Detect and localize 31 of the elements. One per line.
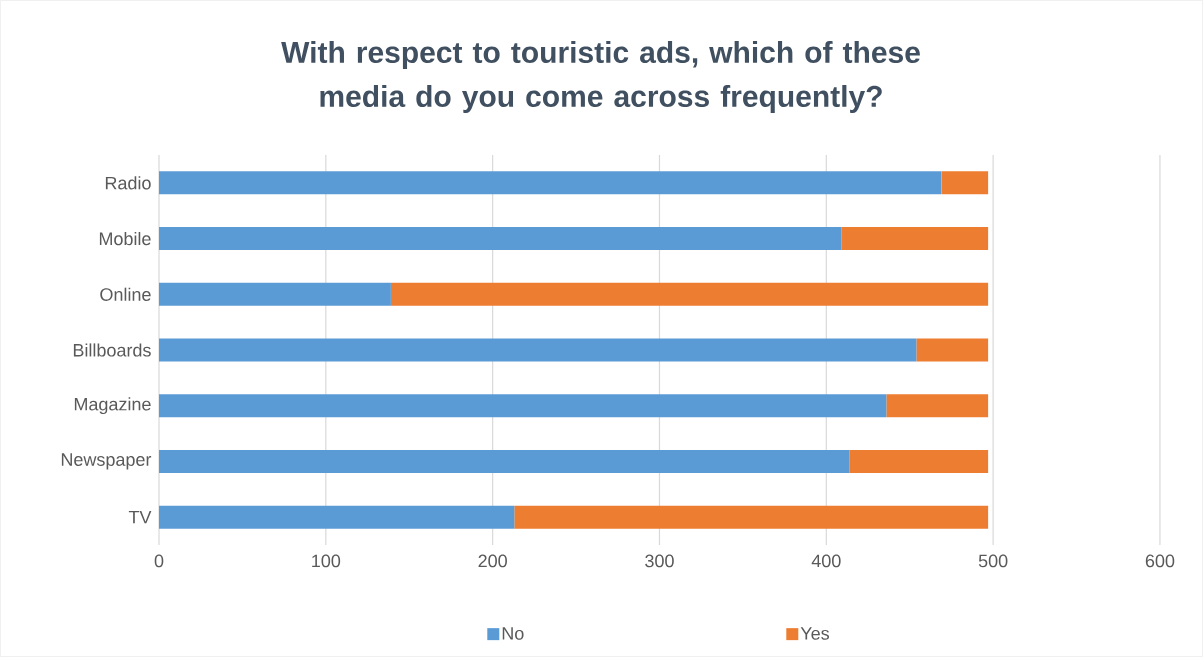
legend-label: No (502, 627, 524, 640)
bar (159, 449, 850, 473)
y-tick-label: Mobile (99, 231, 151, 246)
x-tick-label: 100 (312, 554, 341, 568)
y-tick-label: Billboards (73, 343, 151, 357)
bar (841, 227, 989, 251)
x-tick-label: 200 (478, 554, 507, 568)
y-tick-label: Magazine (74, 397, 151, 415)
chart-title: With respect to touristic ads, which of these media do you come across frequently? (281, 41, 920, 113)
bar (159, 227, 842, 251)
bar (941, 171, 989, 195)
x-tick-label: 500 (978, 554, 1008, 568)
x-tick-label: 400 (811, 554, 841, 568)
bar (159, 394, 887, 418)
x-tick-label: 0 (154, 554, 164, 568)
y-tick-label: Newspaper (61, 453, 152, 470)
y-tick-label: Radio (105, 176, 151, 190)
bar (886, 394, 989, 418)
bar (159, 282, 391, 306)
y-tick-label: Online (100, 287, 151, 301)
bar (159, 338, 917, 362)
bar (916, 338, 989, 362)
bar (849, 449, 989, 473)
bar (159, 505, 515, 529)
bar (159, 171, 942, 195)
bar (514, 505, 989, 529)
x-tick-label: 300 (645, 554, 674, 568)
legend-label: Yes (800, 627, 830, 640)
bar (390, 282, 989, 306)
y-tick-label: TV (128, 510, 152, 524)
x-tick-label: 600 (1145, 554, 1175, 568)
